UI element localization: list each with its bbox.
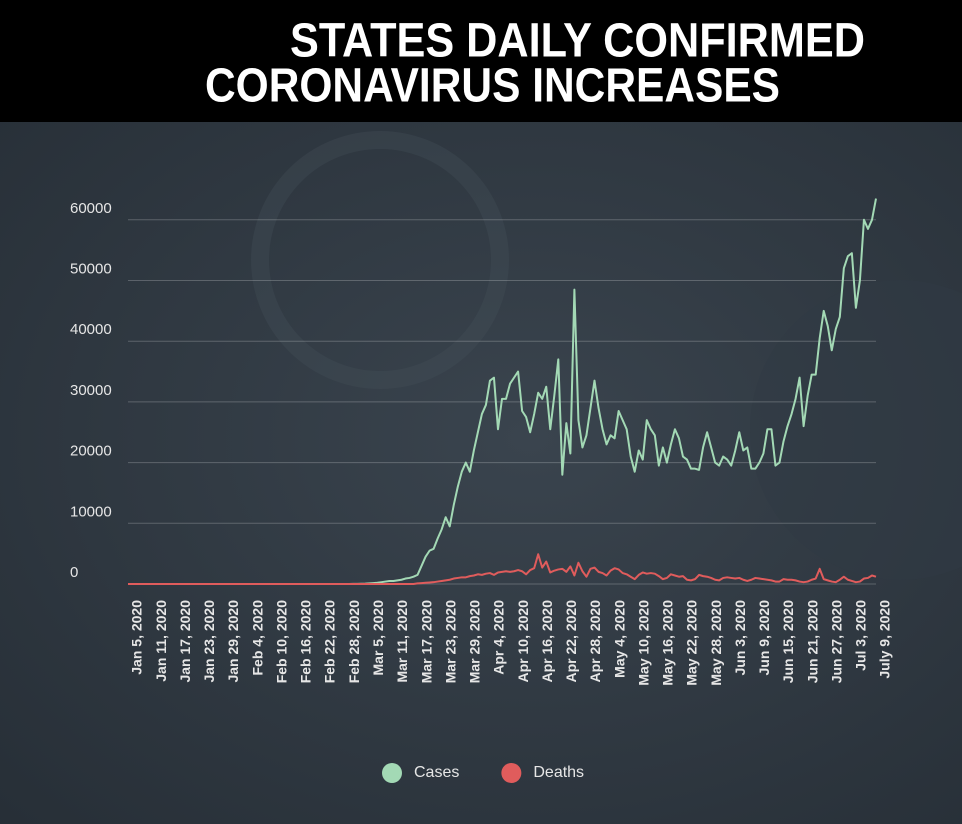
x-tick-label: Jun 21, 2020 [804,600,820,683]
x-tick-label: Apr 4, 2020 [491,600,507,675]
x-tick-label: Jun 3, 2020 [732,600,748,676]
x-tick-label: Feb 16, 2020 [298,600,314,683]
x-tick-label: May 16, 2020 [660,600,676,686]
y-tick-label: 0 [70,564,78,581]
x-tick-label: Apr 22, 2020 [563,600,579,683]
x-tick-label: Jun 9, 2020 [756,600,772,676]
x-tick-label: Jul 3, 2020 [853,600,869,671]
legend-label: Deaths [533,764,584,781]
x-tick-label: Mar 5, 2020 [370,600,386,676]
x-tick-label: May 28, 2020 [708,600,724,686]
x-tick-label: Jan 23, 2020 [201,600,217,683]
x-tick-label: May 22, 2020 [684,600,700,686]
x-tick-label: Feb 22, 2020 [322,600,338,683]
x-tick-label: Jan 11, 2020 [153,600,169,682]
plot-area: 0 10000 20000 30000 40000 50000 60000 Jan 5, 20… [70,198,893,783]
y-tick-label: 30000 [70,382,112,399]
background-decoration [750,280,962,580]
x-tick-label: Apr 10, 2020 [515,600,531,683]
chart-title: CORONAVIRUS INCREASES [205,60,780,113]
legend-marker [501,763,522,783]
x-tick-label: Mar 29, 2020 [467,600,483,683]
x-tick-label: Jun 15, 2020 [780,600,796,683]
y-tick-label: 10000 [70,503,112,520]
y-tick-label: 60000 [70,200,112,217]
x-tick-label: Jan 29, 2020 [225,600,241,683]
series-line [128,553,877,585]
chart-title: STATES DAILY CONFIRMED [290,15,865,68]
x-tick-label: Jan 5, 2020 [129,600,145,675]
x-tick-label: Jan 17, 2020 [177,600,193,683]
x-tick-label: Feb 4, 2020 [249,600,265,676]
x-tick-label: July 9, 2020 [877,600,893,679]
legend-marker [382,763,402,783]
x-tick-label: Apr 16, 2020 [539,600,555,683]
y-tick-label: 20000 [70,443,112,460]
y-tick-label: 50000 [70,260,112,277]
x-tick-label: Mar 17, 2020 [418,600,434,683]
x-tick-label: Mar 23, 2020 [442,600,458,683]
x-tick-label: Apr 28, 2020 [587,600,603,683]
x-tick-label: Mar 11, 2020 [394,600,410,683]
legend-label: Cases [414,764,459,781]
y-tick-label: 40000 [70,321,112,338]
x-tick-label: Feb 28, 2020 [346,600,362,683]
background-decoration [251,131,509,389]
x-tick-label: May 4, 2020 [611,600,627,678]
x-tick-label: Jun 27, 2020 [828,600,844,683]
x-tick-label: May 10, 2020 [635,600,651,686]
title-banner [0,0,962,122]
x-tick-label: Feb 10, 2020 [273,600,289,683]
